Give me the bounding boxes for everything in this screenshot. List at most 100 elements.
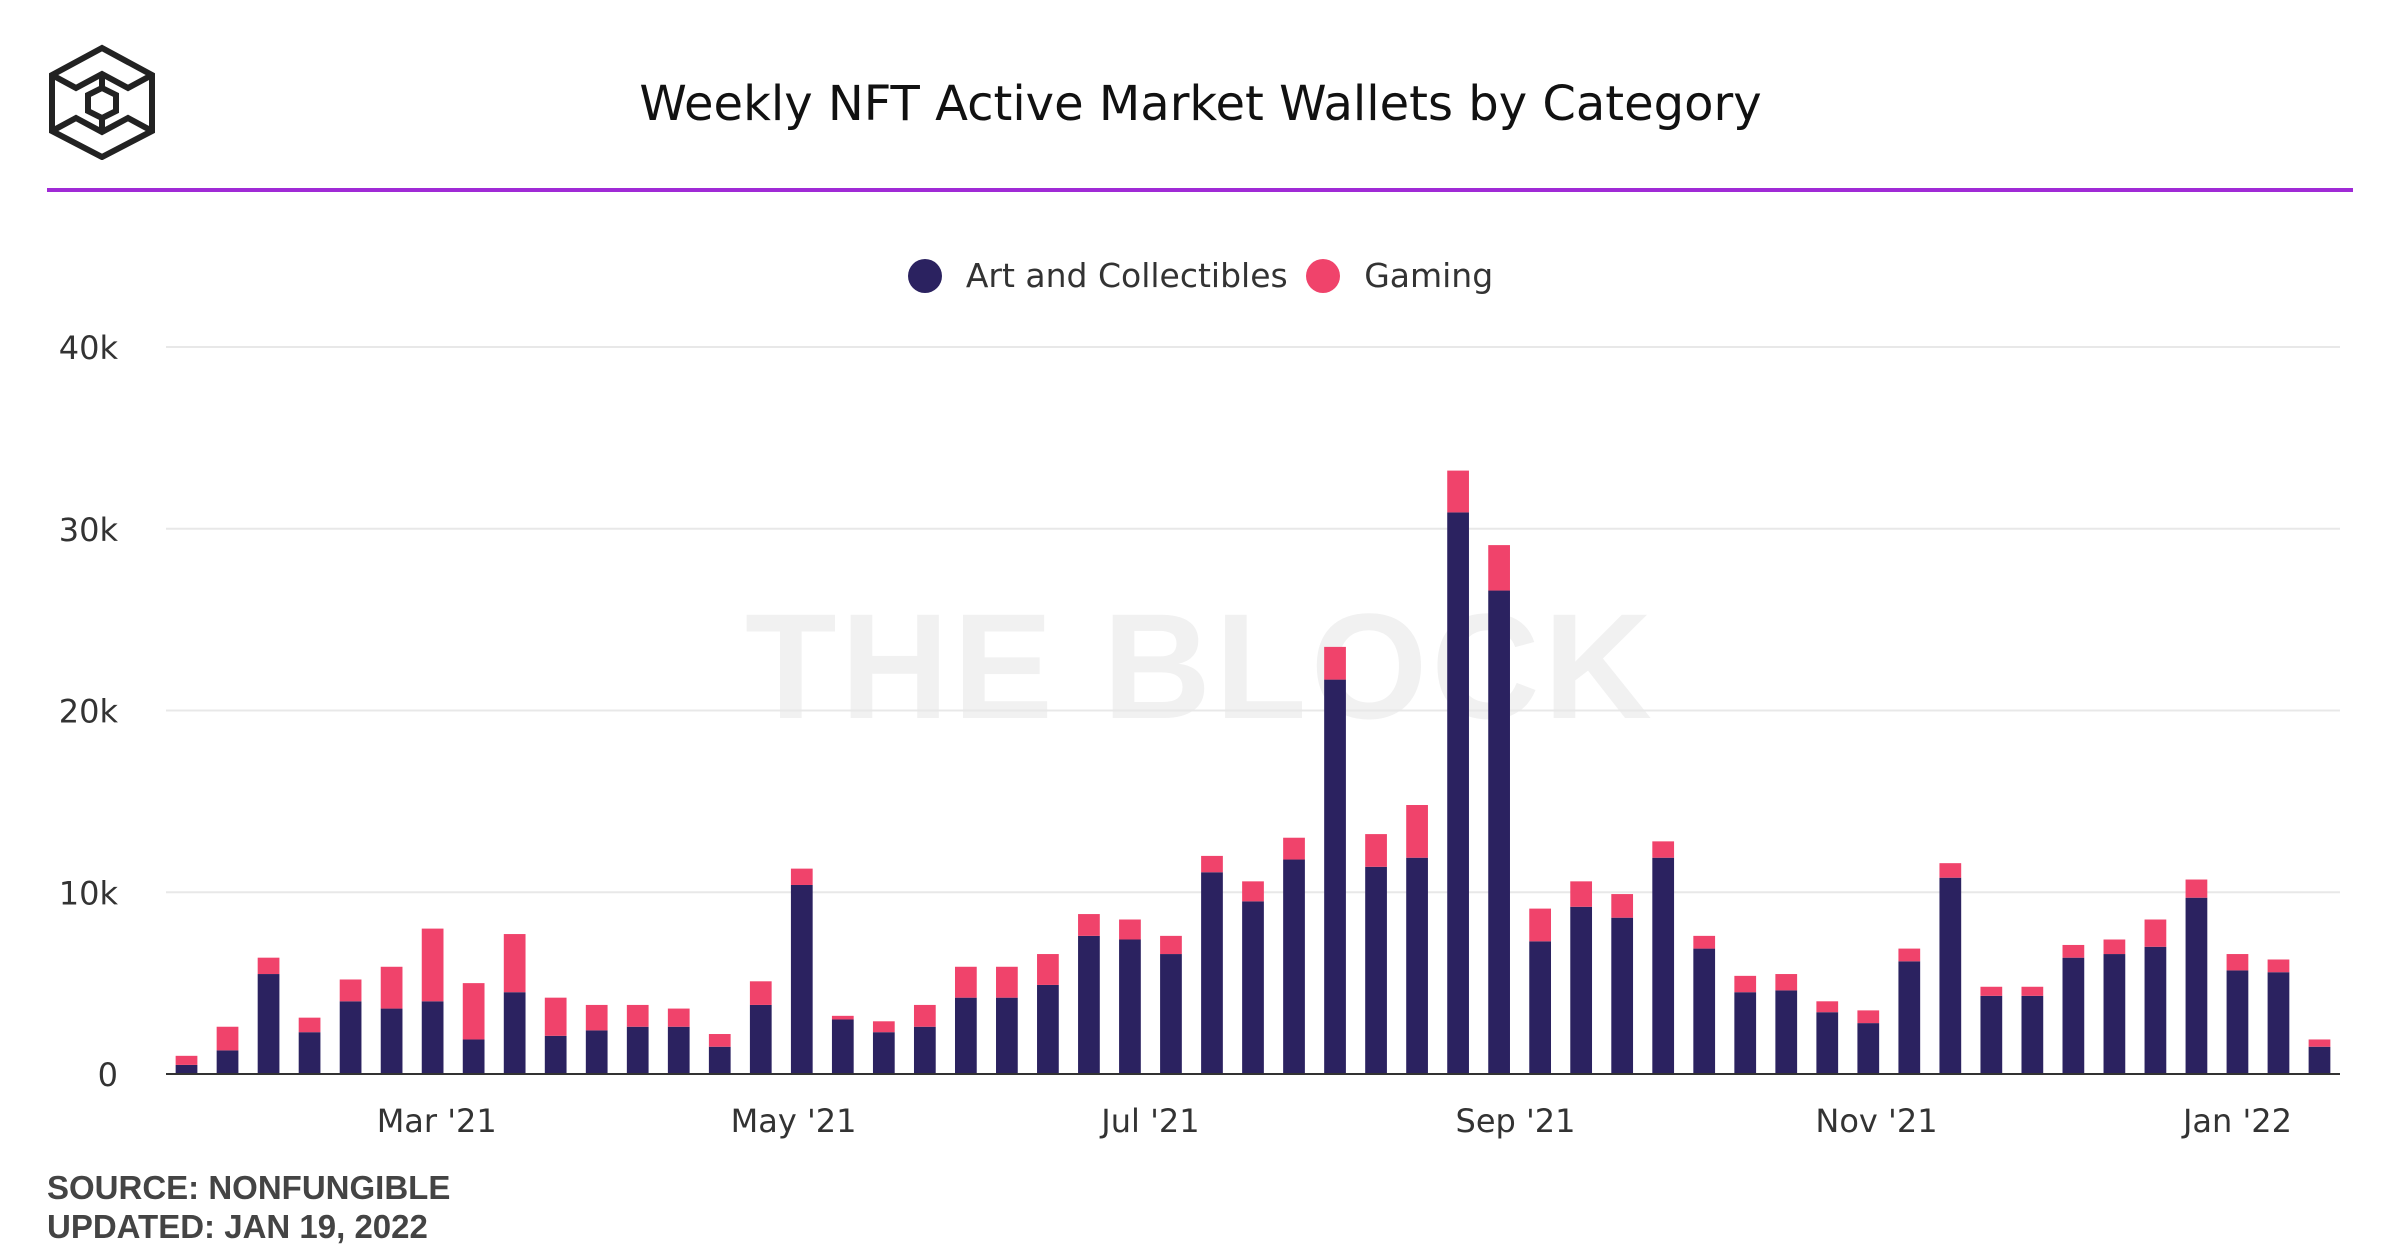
bar-art-and-collectibles[interactable] [2308,1046,2331,1074]
bar-art-and-collectibles[interactable] [1529,941,1552,1074]
legend-item-art-and-collectibles[interactable]: Art and Collectibles [907,256,1288,295]
bar-gaming[interactable] [2062,944,2085,958]
bar-art-and-collectibles[interactable] [585,1030,608,1074]
bar-gaming[interactable] [2103,939,2126,955]
bar-gaming[interactable] [1939,863,1962,878]
bar-gaming[interactable] [2185,879,2208,898]
bar-art-and-collectibles[interactable] [257,974,280,1074]
bar-art-and-collectibles[interactable] [1078,935,1100,1074]
bar-art-and-collectibles[interactable] [667,1026,690,1074]
bar-art-and-collectibles[interactable] [1816,1012,1839,1074]
bar-art-and-collectibles[interactable] [1898,961,1921,1074]
bar-gaming[interactable] [1570,881,1593,907]
bar-gaming[interactable] [1816,1001,1839,1013]
bar-gaming[interactable] [1365,834,1387,867]
bar-gaming[interactable] [1078,914,1100,936]
bar-art-and-collectibles[interactable] [2267,972,2290,1074]
bar-gaming[interactable] [298,1017,321,1033]
bar-art-and-collectibles[interactable] [1775,990,1798,1074]
bar-gaming[interactable] [1529,908,1552,942]
bar-art-and-collectibles[interactable] [2226,970,2249,1074]
bar-art-and-collectibles[interactable] [1652,857,1675,1074]
bar-art-and-collectibles[interactable] [1119,939,1141,1074]
bar-art-and-collectibles[interactable] [2021,995,2044,1074]
bar-art-and-collectibles[interactable] [544,1035,567,1074]
bar-gaming[interactable] [1857,1010,1880,1024]
bar-gaming[interactable] [462,983,485,1040]
bar-gaming[interactable] [626,1004,649,1027]
bar-gaming[interactable] [503,934,526,993]
bar-gaming[interactable] [1242,881,1264,902]
bar-gaming[interactable] [1406,805,1428,858]
bar-gaming[interactable] [790,868,813,885]
bar-gaming[interactable] [2021,986,2044,996]
bar-gaming[interactable] [831,1015,854,1020]
bar-art-and-collectibles[interactable] [1693,948,1716,1074]
bar-art-and-collectibles[interactable] [1980,995,2003,1074]
bar-art-and-collectibles[interactable] [1242,901,1264,1074]
bar-gaming[interactable] [1734,975,1757,993]
bar-art-and-collectibles[interactable] [462,1039,485,1074]
bar-gaming[interactable] [257,957,280,975]
bar-gaming[interactable] [1898,948,1921,962]
bar-art-and-collectibles[interactable] [1406,857,1428,1074]
bar-gaming[interactable] [2308,1039,2331,1047]
bar-art-and-collectibles[interactable] [339,1001,362,1074]
bar-gaming[interactable] [1775,974,1798,991]
bar-gaming[interactable] [1652,841,1675,858]
bar-art-and-collectibles[interactable] [708,1046,731,1074]
bar-art-and-collectibles[interactable] [1611,917,1634,1074]
bar-art-and-collectibles[interactable] [2185,897,2208,1074]
bar-gaming[interactable] [421,928,444,1002]
bar-gaming[interactable] [749,981,772,1005]
bar-gaming[interactable] [216,1026,239,1051]
bar-art-and-collectibles[interactable] [1201,872,1223,1074]
bar-gaming[interactable] [1037,954,1059,985]
bar-art-and-collectibles[interactable] [1570,906,1593,1074]
bar-art-and-collectibles[interactable] [790,884,813,1074]
bar-gaming[interactable] [1447,470,1469,513]
bar-gaming[interactable] [996,966,1018,998]
bar-gaming[interactable] [1160,935,1182,955]
bar-gaming[interactable] [1324,646,1346,680]
bar-art-and-collectibles[interactable] [749,1004,772,1074]
bar-art-and-collectibles[interactable] [2103,954,2126,1074]
bar-art-and-collectibles[interactable] [175,1064,198,1074]
bar-gaming[interactable] [1488,545,1510,591]
bar-art-and-collectibles[interactable] [1939,877,1962,1074]
bar-art-and-collectibles[interactable] [503,992,526,1074]
bar-gaming[interactable] [1201,855,1223,873]
bar-gaming[interactable] [1283,837,1305,860]
bar-gaming[interactable] [667,1008,690,1027]
bar-art-and-collectibles[interactable] [421,1001,444,1074]
bar-art-and-collectibles[interactable] [216,1050,239,1074]
bar-art-and-collectibles[interactable] [2062,957,2085,1074]
bar-gaming[interactable] [2267,959,2290,973]
bar-gaming[interactable] [2226,954,2249,971]
bar-art-and-collectibles[interactable] [1160,954,1182,1074]
bar-gaming[interactable] [2144,919,2167,947]
bar-gaming[interactable] [1119,919,1141,940]
bar-gaming[interactable] [708,1034,731,1047]
bar-gaming[interactable] [1980,986,2003,996]
bar-art-and-collectibles[interactable] [1365,866,1387,1074]
bar-art-and-collectibles[interactable] [913,1026,936,1074]
bar-gaming[interactable] [1693,935,1716,949]
bar-gaming[interactable] [380,966,403,1009]
bar-art-and-collectibles[interactable] [831,1019,854,1074]
bar-art-and-collectibles[interactable] [298,1032,321,1074]
bar-gaming[interactable] [913,1004,936,1027]
bar-art-and-collectibles[interactable] [1324,679,1346,1074]
bar-gaming[interactable] [1611,894,1634,918]
bar-art-and-collectibles[interactable] [996,997,1018,1074]
bar-art-and-collectibles[interactable] [380,1008,403,1074]
bar-art-and-collectibles[interactable] [1488,590,1510,1074]
bar-gaming[interactable] [175,1055,198,1065]
bar-art-and-collectibles[interactable] [1037,984,1059,1074]
bar-gaming[interactable] [339,979,362,1002]
bar-art-and-collectibles[interactable] [954,997,977,1074]
legend-item-gaming[interactable]: Gaming [1306,256,1493,295]
bar-gaming[interactable] [585,1004,608,1031]
bar-art-and-collectibles[interactable] [1283,859,1305,1074]
bar-gaming[interactable] [954,966,977,998]
